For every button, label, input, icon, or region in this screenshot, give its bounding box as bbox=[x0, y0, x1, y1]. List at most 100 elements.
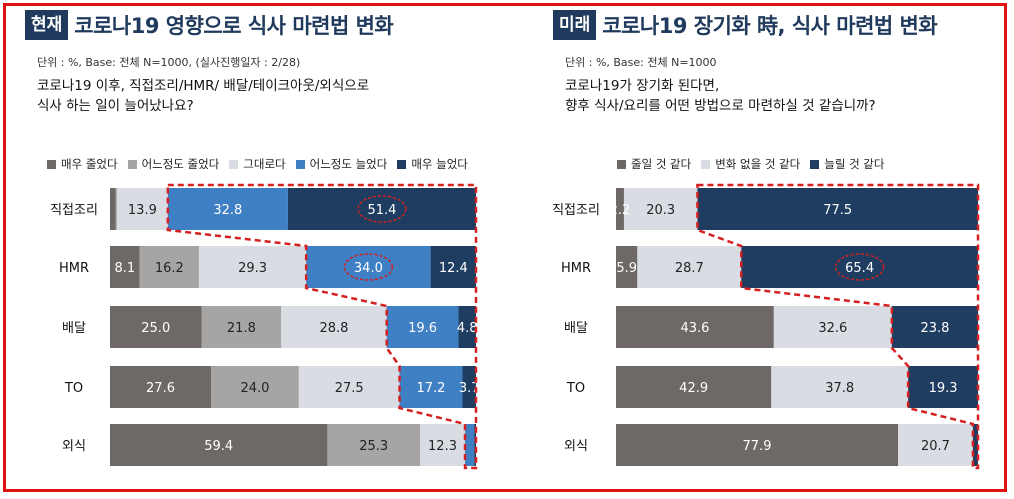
current-bar-segment bbox=[115, 188, 117, 230]
current-data-label: 13.9 bbox=[128, 203, 157, 218]
future-legend-swatch bbox=[810, 159, 820, 169]
current-bar-segment bbox=[386, 306, 459, 348]
future-bar-segment bbox=[623, 188, 698, 230]
current-bar-segment bbox=[420, 424, 466, 466]
future-bar-segment bbox=[897, 424, 973, 466]
current-bar-segment bbox=[110, 306, 202, 348]
current-highlight-ellipse bbox=[357, 195, 407, 223]
current-bar-segment bbox=[465, 424, 475, 466]
future-increase-outline bbox=[696, 183, 980, 470]
future-bar-segment bbox=[908, 366, 978, 408]
current-data-label: 4.8 bbox=[457, 321, 478, 336]
current-data-label: 32.8 bbox=[213, 203, 242, 218]
future-data-label: 20.7 bbox=[921, 439, 950, 454]
current-category-label: 배달 bbox=[62, 321, 86, 336]
current-bar-segment bbox=[201, 306, 282, 348]
future-data-label: 77.5 bbox=[823, 203, 852, 218]
future-bar-segment bbox=[637, 246, 742, 288]
future-bar-segment bbox=[891, 306, 978, 348]
current-increase-outline bbox=[166, 183, 478, 470]
current-bar-segment bbox=[281, 306, 387, 348]
current-bar-segment bbox=[430, 246, 476, 288]
future-question-line2: 향후 식사/요리를 어떤 방법으로 마련하실 것 같습니까? bbox=[565, 98, 876, 114]
current-category-label: HMR bbox=[59, 261, 89, 276]
current-data-label: 8.1 bbox=[114, 261, 135, 276]
future-data-label: 19.3 bbox=[929, 381, 958, 396]
current-title-row: 현재 코로나19 영향으로 식사 마련법 변화 bbox=[25, 8, 394, 42]
current-legend-item: 매우 줄었다 bbox=[47, 156, 118, 172]
future-question: 코로나19가 장기화 된다면, 향후 식사/요리를 어떤 방법으로 마련하실 것… bbox=[565, 76, 995, 116]
current-bar-segment bbox=[211, 366, 299, 408]
current-badge: 현재 bbox=[25, 10, 69, 40]
current-bar-segment bbox=[110, 366, 212, 408]
current-question-line1: 코로나19 이후, 직접조리/HMR/ 배달/테이크아웃/외식으로 bbox=[37, 78, 370, 94]
highlight-frame bbox=[3, 3, 1007, 492]
current-legend-swatch bbox=[295, 159, 305, 169]
current-title: 코로나19 영향으로 식사 마련법 변화 bbox=[74, 14, 394, 38]
future-legend-item: 줄일 것 같다 bbox=[617, 156, 691, 172]
future-bar-segment bbox=[741, 246, 978, 288]
current-category-label: 직접조리 bbox=[50, 203, 98, 218]
current-data-label: 17.2 bbox=[417, 381, 446, 396]
current-data-label: 51.4 bbox=[367, 203, 396, 218]
current-legend-item: 매우 늘었다 bbox=[397, 156, 468, 172]
future-bar-segment bbox=[771, 366, 909, 408]
future-bar-segment bbox=[773, 306, 892, 348]
current-data-label: 25.3 bbox=[359, 439, 388, 454]
current-category-label: 외식 bbox=[62, 439, 86, 454]
future-category-label: 외식 bbox=[564, 439, 588, 454]
current-bar-segment bbox=[327, 424, 421, 466]
current-data-label: 27.5 bbox=[335, 381, 364, 396]
future-data-label: 43.6 bbox=[680, 321, 709, 336]
current-category-label: TO bbox=[64, 381, 83, 396]
future-legend-label: 변화 없을 것 같다 bbox=[715, 157, 801, 171]
future-bar-segment bbox=[697, 188, 978, 230]
current-data-label: 12.3 bbox=[428, 439, 457, 454]
future-category-label: TO bbox=[566, 381, 585, 396]
current-data-label: 34.0 bbox=[354, 261, 383, 276]
future-badge: 미래 bbox=[553, 10, 597, 40]
current-bar-segment bbox=[167, 188, 288, 230]
current-data-label: 19.6 bbox=[408, 321, 437, 336]
current-bar-segment bbox=[458, 306, 476, 348]
future-question-line1: 코로나19가 장기화 된다면, bbox=[565, 78, 720, 94]
current-data-label: 29.3 bbox=[238, 261, 267, 276]
future-data-label: 65.4 bbox=[845, 261, 874, 276]
current-data-label: 21.8 bbox=[227, 321, 256, 336]
current-legend-label: 어느정도 늘었다 bbox=[309, 157, 388, 171]
current-highlight-ellipse bbox=[343, 253, 394, 281]
future-legend-swatch bbox=[617, 159, 626, 169]
future-legend-swatch bbox=[701, 159, 711, 169]
future-data-label: 37.8 bbox=[825, 381, 854, 396]
future-data-label: 28.7 bbox=[675, 261, 704, 276]
future-data-label: 23.8 bbox=[920, 321, 949, 336]
future-bar-segment bbox=[616, 306, 774, 348]
current-legend-label: 매우 늘었다 bbox=[411, 157, 468, 171]
current-bar-segment bbox=[116, 188, 168, 230]
future-title: 코로나19 장기화 時, 식사 마련법 변화 bbox=[602, 14, 938, 38]
future-legend: 줄일 것 같다 변화 없을 것 같다 늘릴 것 같다 bbox=[617, 156, 894, 172]
future-data-label: 2.2 bbox=[610, 203, 631, 218]
future-data-label: 42.9 bbox=[679, 381, 708, 396]
current-data-label: 28.8 bbox=[320, 321, 349, 336]
current-legend-swatch bbox=[127, 159, 137, 169]
future-title-row: 미래 코로나19 장기화 時, 식사 마련법 변화 bbox=[553, 8, 938, 42]
current-bar-segment bbox=[139, 246, 199, 288]
future-legend-item: 늘릴 것 같다 bbox=[810, 156, 884, 172]
current-bar-segment bbox=[399, 366, 463, 408]
current-data-label: 25.0 bbox=[141, 321, 170, 336]
future-unit-note: 단위 : %, Base: 전체 N=1000 bbox=[565, 56, 717, 69]
future-bar-segment bbox=[972, 424, 978, 466]
current-bar-segment bbox=[110, 188, 116, 230]
current-data-label: 27.6 bbox=[146, 381, 175, 396]
current-legend-item: 어느정도 줄었다 bbox=[127, 156, 219, 172]
current-legend-swatch bbox=[397, 159, 407, 169]
future-category-label: 배달 bbox=[564, 321, 588, 336]
current-legend-item: 어느정도 늘었다 bbox=[295, 156, 388, 172]
future-bar-segment bbox=[616, 366, 772, 408]
current-unit-note: 단위 : %, Base: 전체 N=1000, (실사진행일자 : 2/28) bbox=[37, 56, 301, 69]
future-legend-label: 줄일 것 같다 bbox=[631, 157, 692, 171]
current-data-label: 3.7 bbox=[459, 381, 480, 396]
current-data-label: 24.0 bbox=[240, 381, 269, 396]
